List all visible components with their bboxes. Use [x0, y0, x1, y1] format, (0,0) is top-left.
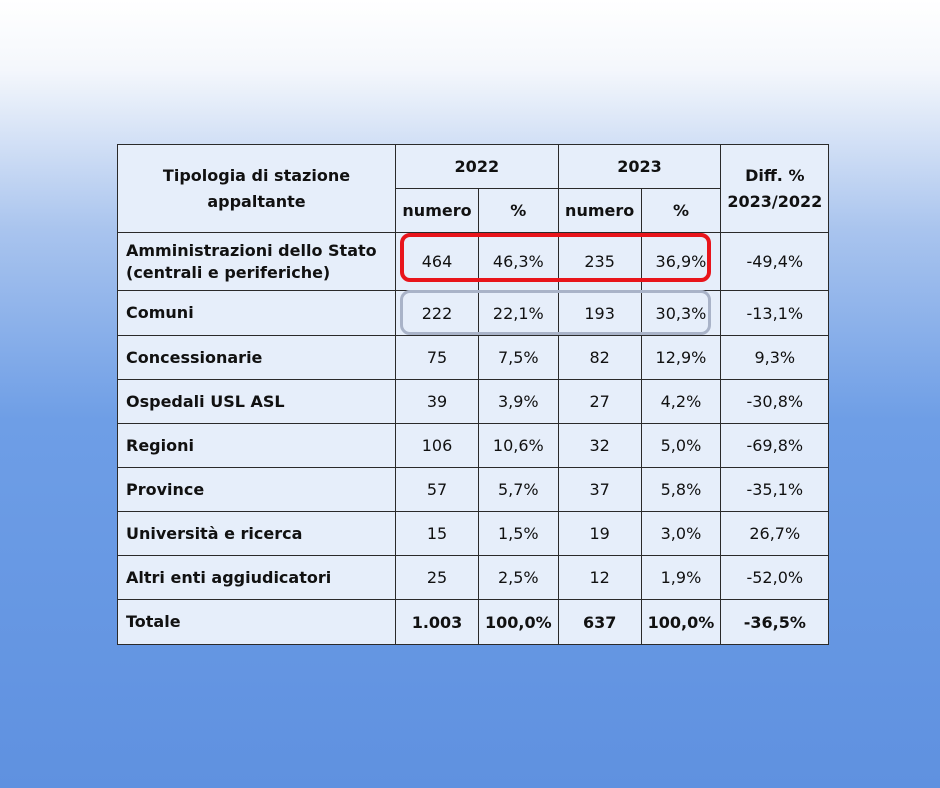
sub-header: %: [478, 188, 559, 233]
cell: 3,9%: [478, 379, 559, 424]
cell: 1,5%: [478, 511, 559, 556]
cell: 5,0%: [640, 423, 722, 468]
row-label: Università e ricerca: [117, 511, 396, 556]
cell: -49,4%: [720, 232, 830, 291]
cell: 32: [557, 423, 642, 468]
cell: 5,8%: [640, 467, 722, 512]
row-label: Altri enti aggiudicatori: [117, 555, 396, 600]
sub-header: numero: [557, 188, 642, 233]
cell: -69,8%: [720, 423, 830, 468]
row-label: Concessionarie: [117, 335, 396, 380]
diff-header: Diff. % 2023/2022: [720, 144, 830, 233]
cell: 9,3%: [720, 335, 830, 380]
cell: 2,5%: [478, 555, 559, 600]
cell: 3,0%: [640, 511, 722, 556]
row-label: Province: [117, 467, 396, 512]
table-row: Altri enti aggiudicatori 25 2,5% 12 1,9% -52,…: [117, 555, 830, 600]
cell: 4,2%: [640, 379, 722, 424]
cell: 25: [395, 555, 479, 600]
cell: 39: [395, 379, 479, 424]
cell: -35,1%: [720, 467, 830, 512]
cell: 12,9%: [640, 335, 722, 380]
row-label: Ospedali USL ASL: [117, 379, 396, 424]
cell: 12: [557, 555, 642, 600]
cell: 7,5%: [478, 335, 559, 380]
gray-highlight: [400, 290, 711, 335]
table-row: Università e ricerca 15 1,5% 19 3,0% 26,7%: [117, 511, 830, 556]
cell: 26,7%: [720, 511, 830, 556]
cell: -52,0%: [720, 555, 830, 600]
table-row: Comuni 222 22,1% 193 30,3% -13,1%: [117, 290, 830, 336]
cell: 1.003: [395, 599, 479, 645]
category-header: Tipologia di stazione appaltante: [117, 144, 396, 233]
table-row: Province 57 5,7% 37 5,8% -35,1%: [117, 467, 830, 512]
table-row: Regioni 106 10,6% 32 5,0% -69,8%: [117, 423, 830, 468]
table-row: Ospedali USL ASL 39 3,9% 27 4,2% -30,8%: [117, 379, 830, 424]
cell: 27: [557, 379, 642, 424]
cell: 82: [557, 335, 642, 380]
cell: 57: [395, 467, 479, 512]
table-row: Totale 1.003 100,0% 637 100,0% -36,5%: [117, 599, 830, 645]
row-label: Amministrazioni dello Stato (centrali e …: [117, 232, 396, 291]
row-label: Comuni: [117, 290, 396, 336]
red-highlight: [400, 233, 711, 282]
cell: 100,0%: [478, 599, 559, 645]
table-row: Concessionarie 75 7,5% 82 12,9% 9,3%: [117, 335, 830, 380]
cell: 75: [395, 335, 479, 380]
cell: 10,6%: [478, 423, 559, 468]
cell: -30,8%: [720, 379, 830, 424]
year-header: 2023: [557, 144, 722, 189]
cell: -36,5%: [720, 599, 830, 645]
row-label: Totale: [117, 599, 396, 645]
cell: 37: [557, 467, 642, 512]
cell: 106: [395, 423, 479, 468]
cell: 19: [557, 511, 642, 556]
sub-header: %: [640, 188, 722, 233]
cell: 1,9%: [640, 555, 722, 600]
cell: 5,7%: [478, 467, 559, 512]
sub-header: numero: [395, 188, 479, 233]
cell: 100,0%: [640, 599, 722, 645]
year-header: 2022: [395, 144, 559, 189]
cell: 193: [557, 290, 642, 336]
cell: 637: [557, 599, 642, 645]
cell: 15: [395, 511, 479, 556]
cell: -13,1%: [720, 290, 830, 336]
data-table: Tipologia di stazione appaltante 2022 20…: [117, 144, 830, 645]
row-label: Regioni: [117, 423, 396, 468]
